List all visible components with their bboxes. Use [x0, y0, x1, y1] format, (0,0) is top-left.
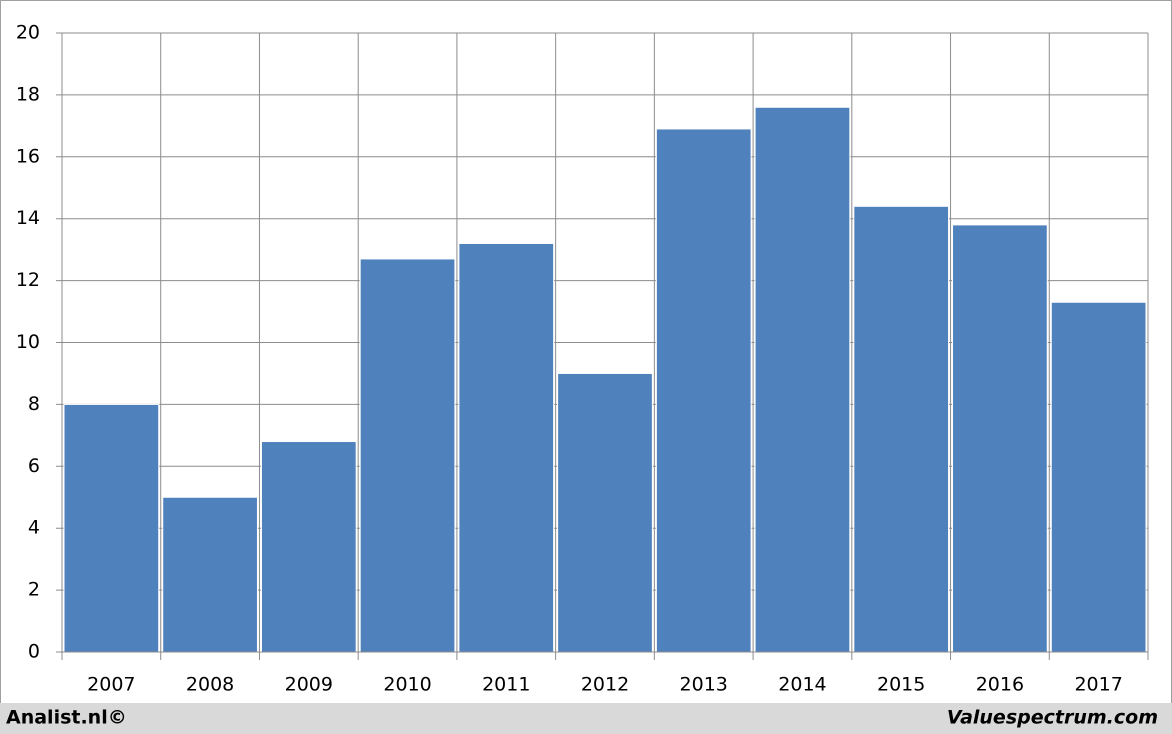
x-tick-label: 2013: [680, 674, 728, 696]
y-tick-label: 12: [16, 269, 40, 291]
x-tick-label: 2017: [1074, 674, 1122, 696]
bar: [952, 224, 1048, 653]
bar: [853, 205, 950, 653]
bar: [63, 403, 160, 653]
x-tick-label: 2016: [976, 674, 1024, 696]
y-tick-label: 16: [16, 145, 40, 167]
y-tick-label: 8: [28, 393, 40, 415]
y-tick-label: 0: [28, 641, 40, 663]
footer-right: Valuespectrum.com: [947, 707, 1158, 729]
x-tick-label: 2015: [877, 674, 925, 696]
y-tick-label: 18: [16, 83, 40, 105]
x-tick-label: 2009: [285, 674, 333, 696]
y-tick-label: 14: [16, 207, 40, 229]
bar: [260, 441, 357, 653]
x-tick-label: 2007: [87, 674, 135, 696]
y-tick-label: 2: [28, 579, 40, 601]
y-tick-label: 6: [28, 455, 40, 477]
footer-bar: [0, 703, 1172, 734]
bar: [754, 106, 851, 653]
footer-left: Analist.nl©: [6, 707, 127, 729]
x-tick-label: 2011: [482, 674, 530, 696]
bar: [655, 128, 752, 653]
x-tick-label: 2012: [581, 674, 629, 696]
bar: [162, 496, 258, 653]
bar: [359, 258, 456, 653]
y-tick-label: 4: [28, 517, 40, 539]
bar: [458, 242, 555, 653]
x-tick-label: 2010: [383, 674, 431, 696]
x-tick-label: 2008: [186, 674, 234, 696]
bar: [557, 372, 653, 653]
bar: [1050, 301, 1147, 653]
x-tick-label: 2014: [778, 674, 826, 696]
y-tick-label: 10: [16, 331, 40, 353]
y-tick-label: 20: [16, 22, 40, 44]
